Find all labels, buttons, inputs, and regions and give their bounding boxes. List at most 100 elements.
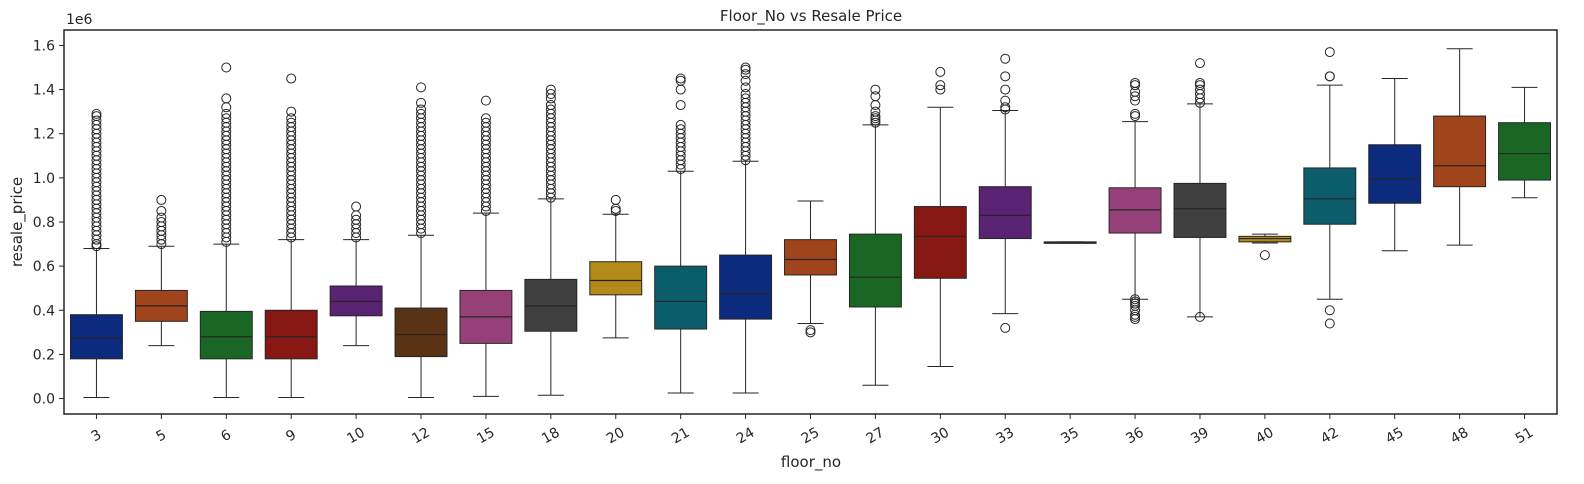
iqr-box	[589, 261, 643, 296]
outlier-point	[545, 84, 556, 95]
x-tick-label: 36	[1123, 425, 1147, 448]
y-tick-label: 0.2	[33, 347, 55, 363]
outlier-point	[91, 111, 102, 122]
outlier-point	[221, 108, 232, 119]
outlier-point	[1130, 108, 1141, 119]
outlier-point	[1324, 305, 1335, 316]
box-33	[978, 53, 1032, 333]
iqr-box	[1498, 122, 1552, 181]
boxes-group	[69, 47, 1552, 398]
x-tick-label: 25	[799, 425, 822, 448]
x-tick-label: 33	[994, 425, 1017, 448]
outlier-point	[870, 84, 881, 95]
outlier-point	[1130, 311, 1141, 322]
y-tick-label: 0.0	[33, 392, 55, 408]
outlier-point	[221, 113, 232, 124]
iqr-box	[264, 309, 318, 360]
x-axis-label: floor_no	[781, 453, 841, 472]
outlier-point	[286, 117, 297, 128]
outlier-point	[416, 104, 427, 115]
box-39	[1173, 58, 1227, 322]
x-tick-label: 24	[734, 425, 758, 448]
y-tick-label: 0.8	[33, 215, 55, 231]
outlier-point	[91, 108, 102, 119]
iqr-box	[1433, 115, 1487, 188]
outlier-point	[480, 113, 491, 124]
x-tick-label: 45	[1383, 425, 1406, 448]
outlier-point	[1194, 77, 1205, 88]
x-tick-label: 42	[1318, 425, 1341, 448]
iqr-box	[978, 186, 1032, 240]
iqr-box	[69, 314, 123, 360]
box-36	[1108, 77, 1162, 325]
outlier-point	[740, 75, 751, 86]
outlier-point	[1130, 298, 1141, 309]
outlier-point	[351, 214, 362, 225]
outlier-point	[740, 69, 751, 80]
outlier-point	[286, 106, 297, 117]
chart-title: Floor_No vs Resale Price	[720, 7, 902, 26]
box-35	[1043, 241, 1097, 244]
outlier-point	[480, 117, 491, 128]
x-tick-label: 48	[1448, 425, 1471, 448]
y-tick-label: 1.0	[33, 171, 55, 187]
outlier-point	[870, 91, 881, 102]
box-48	[1433, 48, 1487, 246]
outlier-point	[740, 62, 751, 73]
y-scale-label: 1e6	[66, 12, 93, 28]
iqr-box	[1173, 182, 1227, 238]
box-18	[524, 84, 578, 396]
iqr-box	[1303, 167, 1357, 225]
iqr-box	[654, 265, 708, 330]
box-25	[784, 200, 837, 338]
x-tick-label: 18	[539, 425, 562, 448]
iqr-box	[784, 239, 837, 276]
x-tick-label: 35	[1058, 425, 1081, 448]
outlier-point	[675, 100, 686, 111]
plot-frame	[63, 29, 1558, 415]
outlier-point	[416, 97, 427, 108]
box-30	[913, 66, 967, 368]
box-15	[459, 95, 513, 397]
box-45	[1368, 78, 1422, 252]
y-tick-label: 1.4	[33, 83, 55, 99]
y-axis-ticks: 0.0 0.2 0.4 0.6 0.8 1.0 1.2 1.4 1.6	[33, 38, 64, 408]
x-tick-label: 6	[218, 427, 234, 445]
outlier-point	[286, 73, 297, 84]
outlier-point	[870, 111, 881, 122]
outlier-point	[805, 325, 816, 336]
outlier-point	[1324, 71, 1335, 82]
outlier-point	[740, 93, 751, 104]
box-12	[394, 82, 448, 398]
y-tick-label: 1.2	[33, 127, 55, 143]
iqr-box	[199, 310, 253, 360]
y-tick-label: 0.4	[33, 303, 55, 319]
iqr-box	[1368, 144, 1422, 204]
outlier-point	[1194, 311, 1205, 322]
box-3	[69, 108, 123, 398]
outlier-point	[675, 84, 686, 95]
outlier-point	[91, 241, 102, 252]
box-6	[199, 62, 253, 398]
y-tick-label: 1.6	[33, 38, 55, 54]
outlier-point	[1324, 318, 1335, 329]
x-tick-label: 39	[1188, 425, 1211, 448]
box-10	[329, 201, 383, 347]
outlier-point	[221, 62, 232, 73]
outlier-point	[870, 113, 881, 124]
iqr-box	[719, 254, 773, 320]
outlier-point	[740, 64, 751, 75]
outlier-point	[1259, 250, 1270, 261]
x-tick-label: 12	[409, 425, 432, 448]
outlier-point	[740, 82, 751, 93]
x-tick-label: 21	[669, 425, 692, 448]
outlier-point	[935, 84, 946, 95]
x-tick-label: 30	[929, 425, 952, 448]
outlier-point	[1000, 84, 1011, 95]
outlier-point	[1130, 91, 1141, 102]
outlier-point	[1000, 95, 1011, 106]
outlier-point	[610, 205, 621, 216]
box-24	[719, 62, 773, 394]
box-21	[654, 73, 708, 394]
